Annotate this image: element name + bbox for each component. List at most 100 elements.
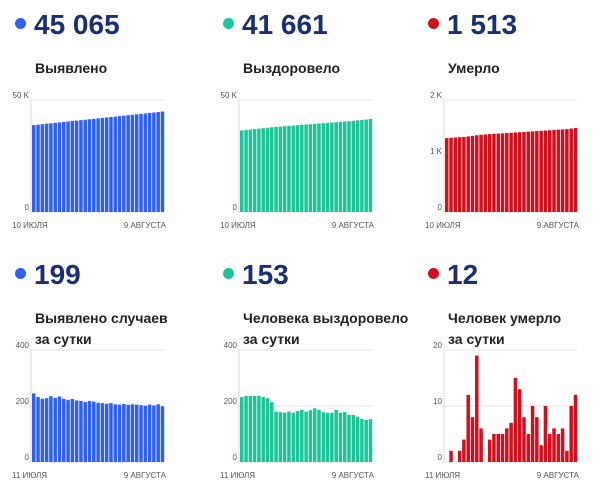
bar [338,121,343,212]
bar [278,126,283,212]
bar [104,403,109,462]
bar [522,417,526,462]
bar [470,135,475,212]
bar [325,412,330,462]
bar [526,131,531,212]
bar [530,131,535,212]
bar [500,434,505,462]
bar [535,131,539,212]
stat-panel: 153 Человека выздоровело за сутки 0 200 400 11… [220,258,410,498]
bar [252,395,257,462]
bar [113,404,118,462]
bar [240,130,244,212]
bar [321,123,326,212]
stat-label: Выявлено [35,58,107,79]
y-tick-label: 200 [16,397,30,406]
bar [49,123,53,212]
y-tick-label: 10 [433,397,442,406]
bar [278,412,283,462]
bar [565,450,569,462]
bar [312,408,317,462]
bar [334,409,338,462]
stat-number: 41 661 [242,9,328,40]
bar [496,434,500,462]
stat-label-line: за сутки [243,331,300,347]
bar [265,398,270,462]
bar [368,419,373,462]
bar [252,129,257,212]
bar [83,119,87,212]
bar [44,123,49,212]
stat-label: Выздоровело [243,58,340,79]
bar [492,434,496,462]
bar [160,111,165,212]
bar [44,398,49,462]
bar [466,394,470,462]
stat-label-line: за сутки [35,331,92,347]
bar [449,137,453,212]
bar [308,410,313,462]
stat-label-line: Человек умерло [448,310,562,326]
legend-dot-icon [223,268,234,279]
y-tick-label: 50 K [13,91,30,100]
bar [40,124,45,212]
stat-number: 12 [447,259,479,290]
stat-label: Умерло [448,58,500,79]
bar [304,124,308,212]
bar [62,398,66,462]
bar [109,117,113,212]
bar [513,132,518,212]
bar [364,119,368,212]
bar [300,409,304,462]
bar [274,411,278,462]
bar [317,123,321,212]
stat-label-line: за сутки [448,331,505,347]
bar [160,406,165,462]
bar [130,404,135,462]
bar [312,123,317,212]
bar [317,409,321,462]
bar [79,120,83,212]
bar [261,397,265,462]
bar [479,134,483,212]
bar [66,121,70,212]
bar [74,400,79,462]
bar [573,394,578,462]
bar [500,133,505,212]
bar [325,122,330,212]
bar [122,404,126,462]
x-tick-label: 9 АВГУСТА [537,471,580,480]
bar [457,137,462,212]
bar [92,401,96,462]
bar [445,138,449,212]
bar [62,121,66,212]
bar [552,129,556,212]
bar [487,134,492,212]
bar [287,125,291,212]
bar [547,130,552,212]
stat-panel: 12 Человек умерло за сутки 0 10 20 11 ИЮЛЯ 9 АВ… [425,258,605,498]
y-tick-label: 0 [233,453,238,462]
bar [156,112,160,212]
bar [87,400,92,462]
bar [543,130,548,212]
bar [261,128,265,212]
stat-label: Выявлено случаев за сутки [35,308,168,350]
bar [122,115,126,212]
bar [96,118,100,212]
bar [496,133,500,212]
y-tick-label: 0 [25,203,30,212]
bar [240,397,244,462]
stat-label-line: Человека выздоровело [243,310,409,326]
bar [134,114,139,212]
bar [36,397,40,462]
bar [270,402,274,462]
bar [453,137,458,212]
stat-number: 45 065 [34,9,120,40]
y-tick-label: 400 [16,341,30,350]
stat-number: 153 [242,259,289,290]
bar [53,397,57,462]
bar [152,405,156,462]
x-tick-label: 11 ИЮЛЯ [12,471,47,480]
bar [517,132,522,212]
